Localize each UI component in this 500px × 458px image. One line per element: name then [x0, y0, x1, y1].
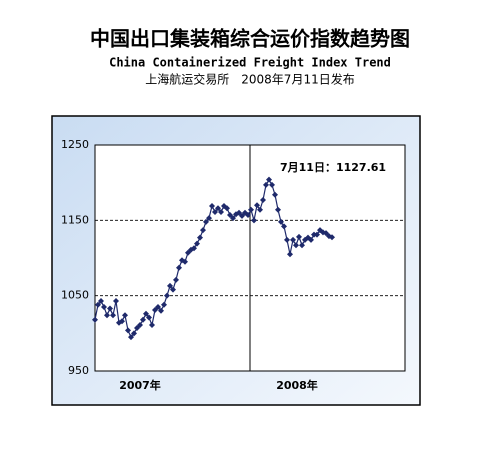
data-point [134, 325, 140, 332]
data-point [107, 305, 113, 312]
annotation: 7月11日：1127.61 [280, 161, 386, 174]
data-point [92, 316, 98, 323]
data-point [293, 242, 299, 249]
data-point [218, 209, 224, 216]
data-point [278, 218, 284, 225]
data-point [137, 322, 143, 329]
data-point [281, 223, 287, 230]
data-point [164, 292, 170, 299]
data-point [296, 233, 302, 240]
data-point [197, 234, 203, 241]
data-point [284, 236, 290, 243]
data-point [209, 203, 215, 210]
data-point [308, 236, 314, 243]
data-point [266, 176, 272, 183]
data-point [260, 196, 266, 203]
data-point [185, 249, 191, 256]
data-point [200, 227, 206, 234]
data-point [128, 334, 134, 341]
x-label: 2007年 [119, 378, 161, 392]
data-point [224, 205, 230, 212]
data-point [125, 327, 131, 334]
x-label: 2008年 [276, 378, 318, 392]
data-point [161, 301, 167, 308]
data-point [314, 231, 320, 238]
source-note: 上海航运交易所 2008年7月11日发布 [145, 72, 354, 87]
data-point [215, 205, 221, 212]
data-point [323, 230, 329, 237]
data-point [119, 318, 125, 325]
data-point [173, 276, 179, 283]
data-point [287, 251, 293, 258]
data-point [299, 242, 305, 249]
data-point [263, 181, 269, 188]
data-point [98, 297, 104, 304]
data-point [257, 206, 263, 213]
data-point [248, 206, 254, 213]
data-point [131, 330, 137, 337]
data-point [254, 202, 260, 209]
data-point [143, 310, 149, 317]
chart-title: 中国出口集装箱综合运价指数趋势图 [90, 27, 410, 51]
data-point [212, 209, 218, 216]
y-tick-label: 1250 [61, 138, 89, 151]
data-point [140, 316, 146, 323]
data-point [194, 240, 200, 247]
data-point [206, 215, 212, 222]
data-point [110, 312, 116, 319]
chart-subtitle: China Containerized Freight Index Trend [109, 56, 391, 70]
y-tick-label: 950 [68, 364, 89, 377]
data-point [122, 312, 128, 319]
data-point [227, 212, 233, 219]
data-point [203, 218, 209, 225]
data-point [329, 234, 335, 241]
data-point [269, 181, 275, 188]
data-point [101, 303, 107, 310]
data-point [158, 307, 164, 314]
data-point [236, 209, 242, 216]
data-point [167, 282, 173, 289]
data-point [146, 314, 152, 321]
data-point [149, 322, 155, 329]
data-point [176, 264, 182, 271]
data-point [290, 236, 296, 243]
data-point [191, 245, 197, 252]
data-point [152, 306, 158, 313]
data-point [104, 312, 110, 319]
data-point [182, 258, 188, 265]
y-tick-label: 1150 [61, 213, 89, 226]
data-point [251, 217, 257, 224]
data-point [95, 301, 101, 308]
data-point [155, 303, 161, 310]
data-point [272, 191, 278, 198]
data-point [275, 206, 281, 213]
data-point [245, 212, 251, 219]
data-point [239, 212, 245, 219]
data-point [113, 297, 119, 304]
data-point [230, 215, 236, 222]
y-tick-label: 1050 [61, 289, 89, 302]
data-point [170, 286, 176, 293]
